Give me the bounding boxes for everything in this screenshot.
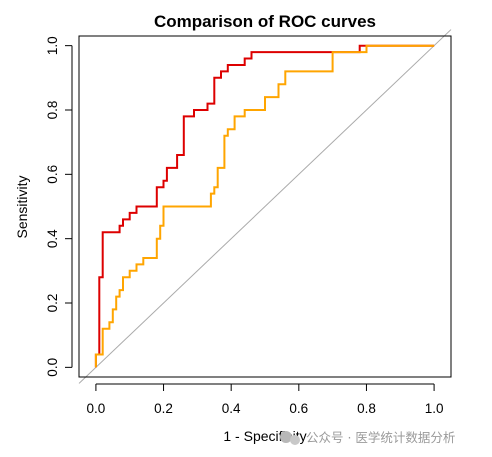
roc-series-line-1 bbox=[94, 44, 435, 368]
x-axis: 0.0 0.2 0.4 0.6 0.8 1.0 bbox=[87, 383, 444, 416]
x-tick-label: 0.0 bbox=[87, 401, 106, 416]
y-tick-label: 0.4 bbox=[45, 229, 60, 248]
y-axis-label: Sensitivity bbox=[14, 175, 30, 238]
roc-series-line-2 bbox=[94, 44, 435, 368]
y-tick-label: 0.6 bbox=[45, 165, 60, 184]
x-tick-label: 0.8 bbox=[357, 401, 376, 416]
y-tick-label: 1.0 bbox=[45, 36, 60, 55]
y-tick-label: 0.2 bbox=[45, 294, 60, 313]
watermark-text: 公众号 · 医学统计数据分析 bbox=[306, 430, 455, 445]
x-tick-label: 1.0 bbox=[425, 401, 444, 416]
x-tick-label: 0.6 bbox=[289, 401, 308, 416]
x-tick-label: 0.2 bbox=[154, 401, 173, 416]
reference-diagonal bbox=[78, 29, 452, 384]
x-tick-label: 0.4 bbox=[222, 401, 241, 416]
plot-box bbox=[78, 35, 452, 378]
watermark: 公众号 · 医学统计数据分析 bbox=[280, 430, 455, 445]
y-tick-label: 0.0 bbox=[45, 358, 60, 377]
plot-area bbox=[78, 29, 452, 384]
chart-title: Comparison of ROC curves bbox=[154, 12, 376, 31]
watermark-icon bbox=[280, 431, 292, 443]
y-tick-label: 0.8 bbox=[45, 101, 60, 120]
y-axis: 0.0 0.2 0.4 0.6 0.8 1.0 bbox=[45, 36, 73, 377]
series-group bbox=[94, 44, 435, 368]
watermark-icon-secondary bbox=[290, 435, 300, 445]
